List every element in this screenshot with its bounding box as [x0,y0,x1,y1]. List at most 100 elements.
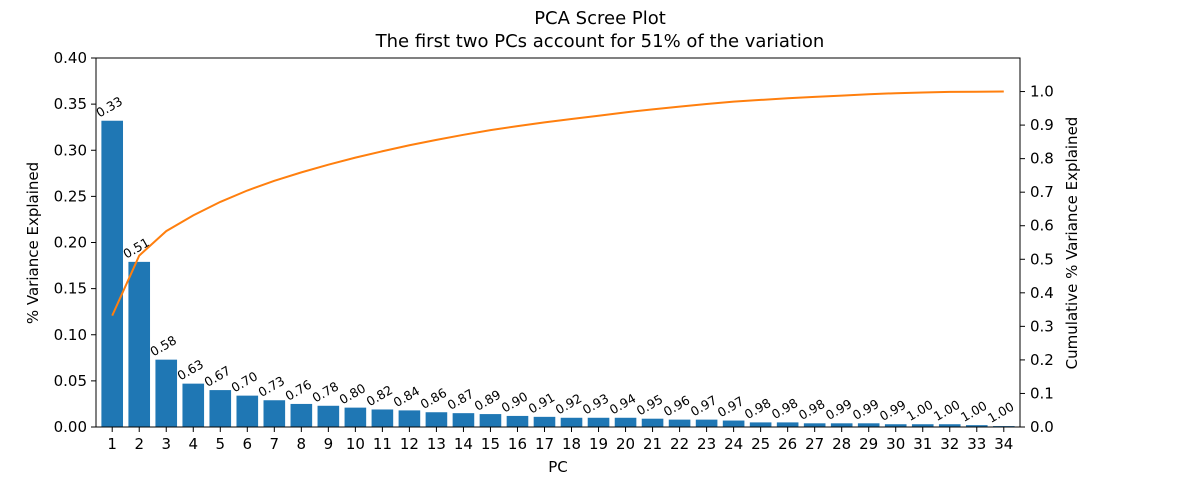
bar-pc-21 [641,418,664,427]
bar-pc-23 [695,419,718,427]
data-label-pc-4: 0.63 [174,356,206,383]
x-tick-label: 26 [778,435,797,453]
bar-pc-20 [614,417,637,427]
data-label-pc-29: 0.99 [850,396,882,423]
bar-pc-7 [263,400,286,427]
x-tick-label: 29 [859,435,878,453]
x-tick-label: 20 [616,435,635,453]
x-tick-label: 16 [508,435,527,453]
bar-pc-15 [479,414,502,427]
bar-pc-14 [452,413,475,427]
bar-pc-13 [425,412,448,427]
bar-pc-17 [533,416,556,427]
data-label-pc-15: 0.89 [472,387,504,414]
bar-pc-26 [776,422,799,427]
y2-tick-label: 0.3 [1030,317,1054,335]
bar-pc-25 [749,422,772,427]
bar-pc-31 [911,424,934,427]
y2-tick-label: 0.9 [1030,116,1054,134]
plot-frame [95,57,1021,428]
bar-series [101,120,1015,427]
x-tick-label: 8 [297,435,307,453]
y2-tick-label: 0.6 [1030,217,1054,235]
y-tick-label: 0.00 [54,418,87,436]
cumulative-variance-line [111,90,1004,317]
x-tick-label: 3 [161,435,171,453]
x-tick-label: 21 [643,435,662,453]
data-label-pc-23: 0.97 [688,392,720,419]
x-tick-label: 9 [324,435,334,453]
data-label-pc-21: 0.95 [634,391,666,418]
x-tick-label: 34 [994,435,1013,453]
x-tick-label: 30 [886,435,905,453]
y-axis-right: 0.0 0.1 0.2 0.3 0.4 0.5 0.6 0.7 0.8 0.9 1.0 [1020,83,1054,436]
y-tick-label: 0.35 [54,95,87,113]
x-tick-label: 18 [562,435,581,453]
x-tick-label: 6 [243,435,253,453]
x-tick-label: 24 [724,435,743,453]
x-tick-label: 5 [216,435,226,453]
bar-pc-28 [830,423,853,427]
x-tick-label: 23 [697,435,716,453]
data-label-pc-11: 0.82 [364,382,396,409]
data-label-pc-1: 0.33 [93,93,125,120]
x-tick-label: 27 [805,435,824,453]
y-axis-left: 0.00 0.05 0.10 0.15 0.20 0.25 0.30 0.35 0.40 [54,49,96,436]
data-label-pc-10: 0.80 [337,380,369,407]
x-tick-label: 32 [940,435,959,453]
data-label-pc-12: 0.84 [391,383,423,410]
y2-axis-label: Cumulative % Variance Explained [1063,117,1081,370]
y-tick-label: 0.25 [54,187,87,205]
x-tick-label: 33 [967,435,986,453]
y2-tick-label: 1.0 [1030,83,1054,101]
y-tick-label: 0.20 [54,234,87,252]
bar-pc-27 [803,423,826,427]
x-tick-label: 25 [751,435,770,453]
y2-tick-label: 0.7 [1030,183,1054,201]
data-label-pc-13: 0.86 [418,385,450,412]
bar-pc-6 [236,395,259,427]
bar-pc-18 [560,417,583,427]
bar-pc-19 [587,417,610,427]
data-labels: 0.330.510.580.630.670.700.730.760.780.80… [93,93,1016,425]
data-label-pc-26: 0.98 [769,395,801,422]
bar-pc-32 [938,424,961,427]
x-axis: 1 2 3 4 5 6 7 8 9 10 11 12 13 14 15 16 17 18 19 20 21 22 23 24 2… [107,427,1013,453]
y-tick-label: 0.15 [54,280,87,298]
bar-pc-30 [884,424,907,427]
bar-pc-8 [290,403,313,427]
data-label-pc-24: 0.97 [715,393,747,420]
y2-tick-label: 0.0 [1030,418,1054,436]
data-label-pc-3: 0.58 [147,332,179,359]
x-tick-label: 4 [188,435,198,453]
bar-pc-1 [101,120,124,427]
y-tick-label: 0.10 [54,326,87,344]
data-label-pc-5: 0.67 [201,363,233,390]
y2-tick-label: 0.5 [1030,250,1054,268]
bar-pc-4 [182,383,205,427]
x-tick-label: 31 [913,435,932,453]
x-tick-label: 2 [134,435,144,453]
data-label-pc-34: 1.00 [985,399,1017,426]
y2-tick-label: 0.4 [1030,284,1054,302]
bar-pc-11 [371,409,394,427]
x-tick-label: 28 [832,435,851,453]
x-tick-label: 7 [270,435,280,453]
y2-tick-label: 0.8 [1030,150,1054,168]
x-tick-label: 22 [670,435,689,453]
bar-pc-33 [965,425,988,427]
y2-tick-label: 0.1 [1030,384,1054,402]
x-tick-label: 12 [400,435,419,453]
cumulative-line-series [111,90,1004,317]
data-label-pc-8: 0.76 [283,377,315,404]
y-tick-label: 0.30 [54,141,87,159]
bar-pc-16 [506,415,529,427]
x-tick-label: 17 [535,435,554,453]
chart-title: PCA Scree Plot [534,8,666,29]
bar-pc-3 [155,359,178,427]
bar-pc-10 [344,407,367,427]
data-label-pc-32: 1.00 [931,397,963,424]
data-label-pc-20: 0.94 [607,390,639,417]
data-label-pc-9: 0.78 [310,378,342,405]
